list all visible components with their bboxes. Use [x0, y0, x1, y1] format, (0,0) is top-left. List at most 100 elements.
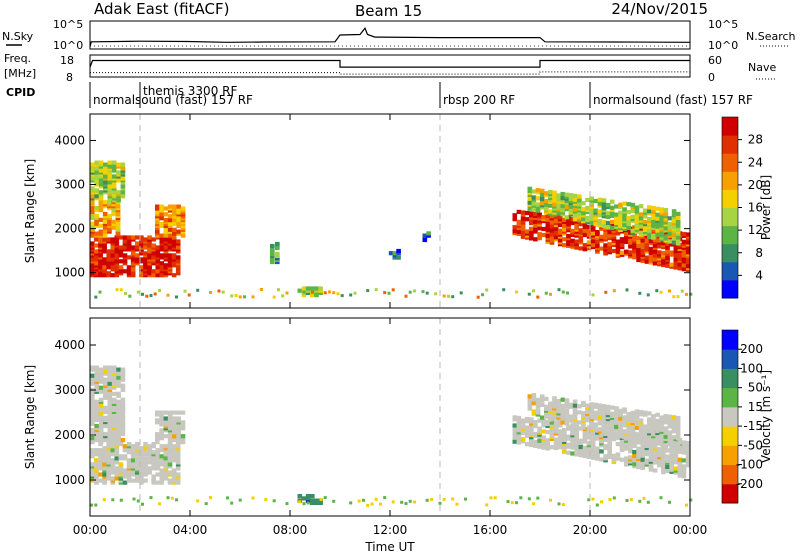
ground-scatter-cell [272, 499, 276, 503]
data-cell [640, 242, 646, 247]
data-cell [531, 397, 537, 402]
data-cell [94, 174, 99, 179]
data-cell [541, 419, 546, 424]
ground-scatter-cell [680, 289, 684, 293]
data-cell [529, 236, 534, 241]
data-cell [651, 215, 656, 220]
data-cell [151, 251, 156, 256]
ground-scatter-cell [336, 292, 340, 296]
data-cell [180, 420, 186, 425]
data-cell [118, 245, 124, 250]
data-cell [163, 212, 169, 217]
data-cell [652, 468, 658, 473]
data-cell [663, 234, 669, 239]
data-cell [665, 468, 670, 474]
data-cell [597, 403, 603, 408]
data-cell [90, 415, 95, 420]
data-cell [537, 438, 542, 443]
data-cell [139, 235, 144, 240]
data-cell [106, 237, 111, 242]
ground-scatter-cell [591, 497, 595, 501]
data-cell [659, 217, 664, 222]
data-cell [557, 238, 563, 243]
ground-scatter-cell [349, 501, 353, 505]
data-cell [176, 204, 181, 209]
data-cell [578, 238, 584, 243]
data-cell [107, 227, 112, 232]
data-cell [107, 160, 113, 165]
data-cell [305, 496, 311, 501]
noise-right-tick-bottom: 10^0 [708, 39, 738, 52]
data-cell [648, 246, 654, 251]
data-cell [597, 427, 603, 432]
data-cell [155, 432, 160, 437]
colorbar-swatch [722, 387, 738, 408]
colorbar-tick-label: 28 [748, 133, 763, 147]
data-cell [524, 210, 530, 216]
data-cell [155, 460, 161, 465]
data-cell [167, 416, 173, 421]
data-cell [663, 434, 669, 439]
data-cell [607, 230, 612, 235]
data-cell [677, 473, 683, 478]
ground-scatter-cell [527, 292, 531, 296]
data-cell [102, 243, 107, 248]
data-cell [552, 402, 557, 407]
data-cell [549, 214, 555, 219]
data-cell [615, 249, 621, 254]
data-cell [685, 451, 691, 456]
ground-scatter-cell [642, 496, 646, 500]
data-cell [566, 424, 571, 429]
data-cell [171, 253, 177, 258]
data-cell [107, 190, 113, 195]
data-cell [94, 415, 99, 420]
data-cell [130, 251, 136, 256]
data-cell [541, 215, 546, 220]
colorbar-tick-label: 50 [748, 381, 763, 395]
data-cell [615, 452, 621, 457]
ground-scatter-cell [302, 290, 306, 294]
data-cell [651, 221, 656, 226]
ground-scatter-cell [451, 295, 455, 299]
frequency-line [89, 59, 690, 68]
data-cell [310, 500, 315, 505]
date-title: 24/Nov/2015 [611, 0, 708, 18]
data-cell [638, 204, 644, 209]
data-cell [605, 220, 611, 226]
data-cell [103, 431, 108, 437]
data-cell [539, 199, 545, 204]
data-cell [175, 259, 181, 264]
data-cell [116, 375, 121, 380]
ground-scatter-cell [98, 290, 102, 294]
data-cell [143, 456, 148, 461]
data-cell [163, 460, 169, 465]
data-cell [622, 201, 627, 206]
data-cell [647, 217, 652, 222]
data-cell [305, 494, 311, 499]
data-cell [103, 393, 108, 398]
noise-left-tick-bottom: 10^0 [53, 39, 83, 52]
data-cell [120, 162, 126, 167]
colorbar-swatch [722, 225, 738, 245]
data-cell [539, 188, 545, 193]
data-cell [601, 198, 607, 203]
data-cell [305, 498, 311, 503]
data-cell [618, 408, 623, 413]
data-cell [143, 466, 148, 471]
data-cell [159, 204, 164, 209]
data-cell [659, 433, 664, 438]
data-cell [655, 418, 660, 423]
data-cell [114, 460, 120, 465]
data-cell [111, 397, 117, 402]
data-cell [647, 205, 652, 210]
ground-scatter-cell [442, 294, 446, 298]
data-cell [90, 202, 95, 207]
colorbar-swatch [722, 368, 738, 389]
data-cell [94, 371, 99, 376]
data-cell [648, 445, 654, 450]
data-cell [126, 478, 132, 483]
data-cell [94, 399, 99, 404]
data-cell [98, 229, 104, 234]
data-cell [396, 248, 401, 254]
ground-scatter-cell [357, 499, 361, 503]
